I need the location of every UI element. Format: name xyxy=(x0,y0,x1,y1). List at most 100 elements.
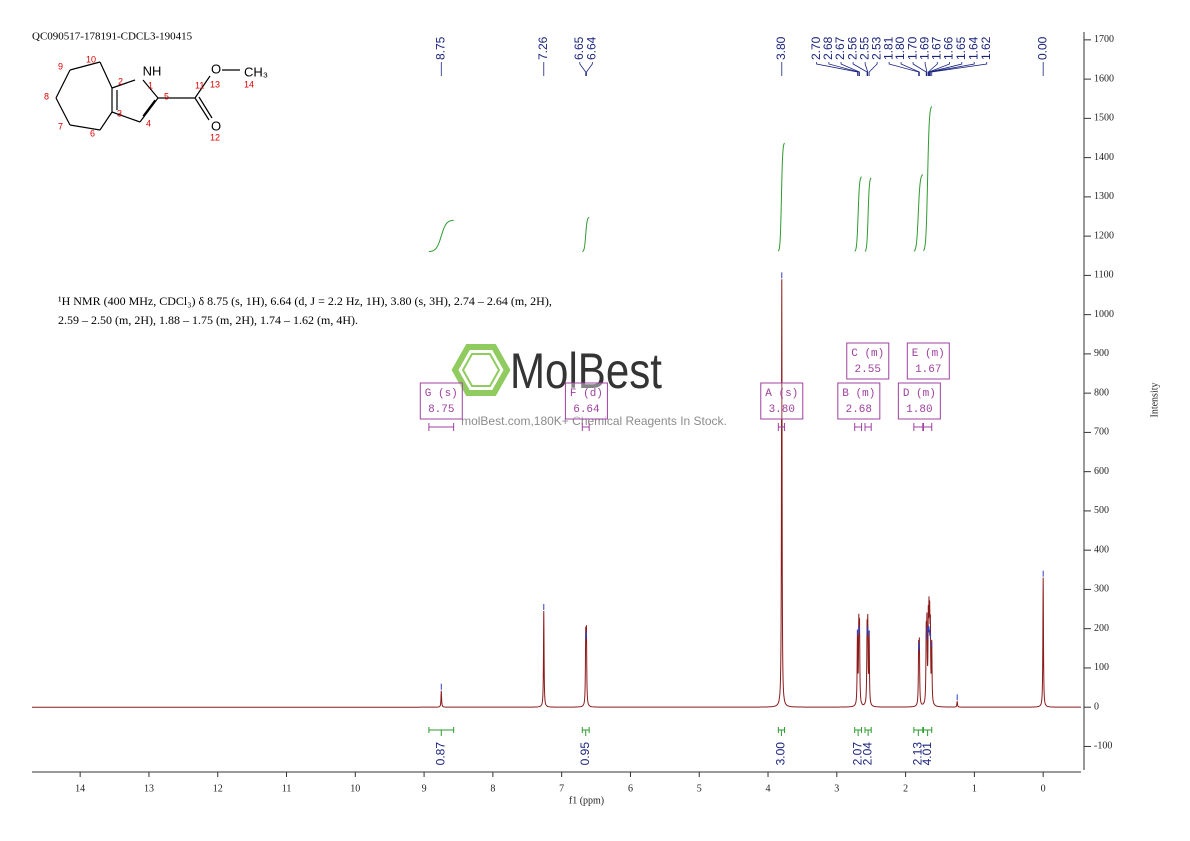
integral-bracket xyxy=(854,727,863,736)
x-tick-label: 10 xyxy=(350,783,360,794)
multiplet-shift: 2.55 xyxy=(855,364,881,376)
atom-number: 4 xyxy=(146,118,151,128)
atom-label: CH₃ xyxy=(244,64,268,79)
multiplet-shift: 3.80 xyxy=(769,404,795,416)
atom-number: 13 xyxy=(210,79,220,89)
multiplet-range xyxy=(854,423,863,431)
x-tick-label: 9 xyxy=(422,783,427,794)
multiplet-range xyxy=(777,423,786,431)
atom-number: 10 xyxy=(86,54,96,64)
multiplet-label: B (m) xyxy=(842,388,875,400)
y-tick-label: 1400 xyxy=(1094,152,1114,163)
integral-bracket xyxy=(428,727,455,736)
multiplet-range xyxy=(913,423,924,431)
peak-leader xyxy=(579,62,587,76)
peak-label: 6.64 xyxy=(585,36,599,60)
peak-label: 2.70 xyxy=(809,36,823,60)
integral-bracket xyxy=(864,727,872,736)
integral-curve xyxy=(428,219,454,253)
y-tick-label: -100 xyxy=(1094,741,1112,752)
atom-number: 2 xyxy=(118,76,123,86)
y-tick-label: 200 xyxy=(1094,623,1109,634)
integral-label: 0.87 xyxy=(433,742,447,766)
y-tick-label: 600 xyxy=(1094,466,1109,477)
peak-leader xyxy=(912,62,927,76)
x-tick-label: 6 xyxy=(628,783,633,794)
peak-label: 1.62 xyxy=(979,36,993,60)
y-tick-label: 700 xyxy=(1094,427,1109,438)
multiplet-label: G (s) xyxy=(425,388,458,400)
peak-label: 1.69 xyxy=(917,36,931,60)
x-tick-label: 5 xyxy=(697,783,702,794)
multiplet-range xyxy=(428,423,455,431)
x-tick-label: 0 xyxy=(1041,783,1046,794)
y-tick-label: 400 xyxy=(1094,544,1109,555)
peak-leader xyxy=(928,62,950,76)
multiplet-shift: 1.80 xyxy=(906,404,932,416)
peak-leader xyxy=(924,62,928,76)
multiplet-range xyxy=(864,423,872,431)
x-tick-label: 11 xyxy=(282,783,292,794)
multiplet-box xyxy=(837,382,881,420)
multiplet-box xyxy=(564,382,608,420)
y-tick-label: 100 xyxy=(1094,662,1109,673)
atom-number: 9 xyxy=(58,61,63,71)
y-tick-label: 800 xyxy=(1094,387,1109,398)
multiplet-range xyxy=(581,423,590,431)
atom-label: O xyxy=(211,61,221,76)
x-tick-label: 13 xyxy=(144,783,154,794)
integral-curve xyxy=(582,216,590,253)
peak-label: 1.64 xyxy=(966,36,980,60)
peak-leader xyxy=(840,62,860,76)
multiplet-box xyxy=(897,382,941,420)
integral-label: 3.00 xyxy=(774,742,788,766)
integral-curve xyxy=(913,174,924,252)
multiplet-label: D (m) xyxy=(903,388,936,400)
peak-label: 1.80 xyxy=(893,36,907,60)
atom-number: 7 xyxy=(58,121,63,131)
peak-label: 2.56 xyxy=(845,36,859,60)
peak-leader xyxy=(816,62,858,76)
y-tick-label: 1200 xyxy=(1094,230,1114,241)
y-tick-label: 1600 xyxy=(1094,73,1114,84)
peak-leader xyxy=(586,62,593,76)
y-tick-label: 900 xyxy=(1094,348,1109,359)
structure: NH O CH₃ O 1 2 3 4 5 6 7 8 9 10 11 12 13… xyxy=(44,54,268,142)
peak-label: 1.65 xyxy=(954,36,968,60)
peak-leader xyxy=(864,62,869,76)
atom-number: 3 xyxy=(117,108,122,118)
peak-label: 1.67 xyxy=(929,36,943,60)
peak-label: 8.75 xyxy=(433,36,447,60)
y-axis-label: Intensity xyxy=(1149,383,1160,418)
peak-leader xyxy=(929,62,975,76)
integral-bracket xyxy=(777,727,786,736)
integral-bracket xyxy=(922,727,933,736)
peak-label: 0.00 xyxy=(1035,36,1049,60)
y-tick-label: 1300 xyxy=(1094,191,1114,202)
multiplet-label: E (m) xyxy=(912,348,945,360)
x-tick-label: 4 xyxy=(766,783,771,794)
y-tick-label: 1500 xyxy=(1094,113,1114,124)
multiplet-shift: 6.64 xyxy=(573,404,600,416)
y-tick-label: 0 xyxy=(1094,701,1099,712)
peak-leader xyxy=(929,62,963,76)
multiplet-label: F (d) xyxy=(570,388,603,400)
atom-number: 1 xyxy=(148,80,153,90)
y-tick-label: 500 xyxy=(1094,505,1109,516)
peak-leader xyxy=(900,62,920,76)
watermark: MolBest molBest.com,180K+ Chemical Reage… xyxy=(451,343,727,428)
atom-label: NH xyxy=(143,63,162,78)
peak-label: 1.70 xyxy=(905,36,919,60)
integral-bracket xyxy=(913,727,924,736)
y-tick-label: 1000 xyxy=(1094,309,1114,320)
atom-number: 6 xyxy=(90,128,95,138)
atom-number: 11 xyxy=(195,80,204,90)
peak-label: 2.67 xyxy=(833,36,847,60)
peak-label: 7.26 xyxy=(536,36,550,60)
peak-label: 2.68 xyxy=(821,36,835,60)
x-tick-label: 1 xyxy=(972,783,977,794)
x-tick-label: 14 xyxy=(75,783,85,794)
